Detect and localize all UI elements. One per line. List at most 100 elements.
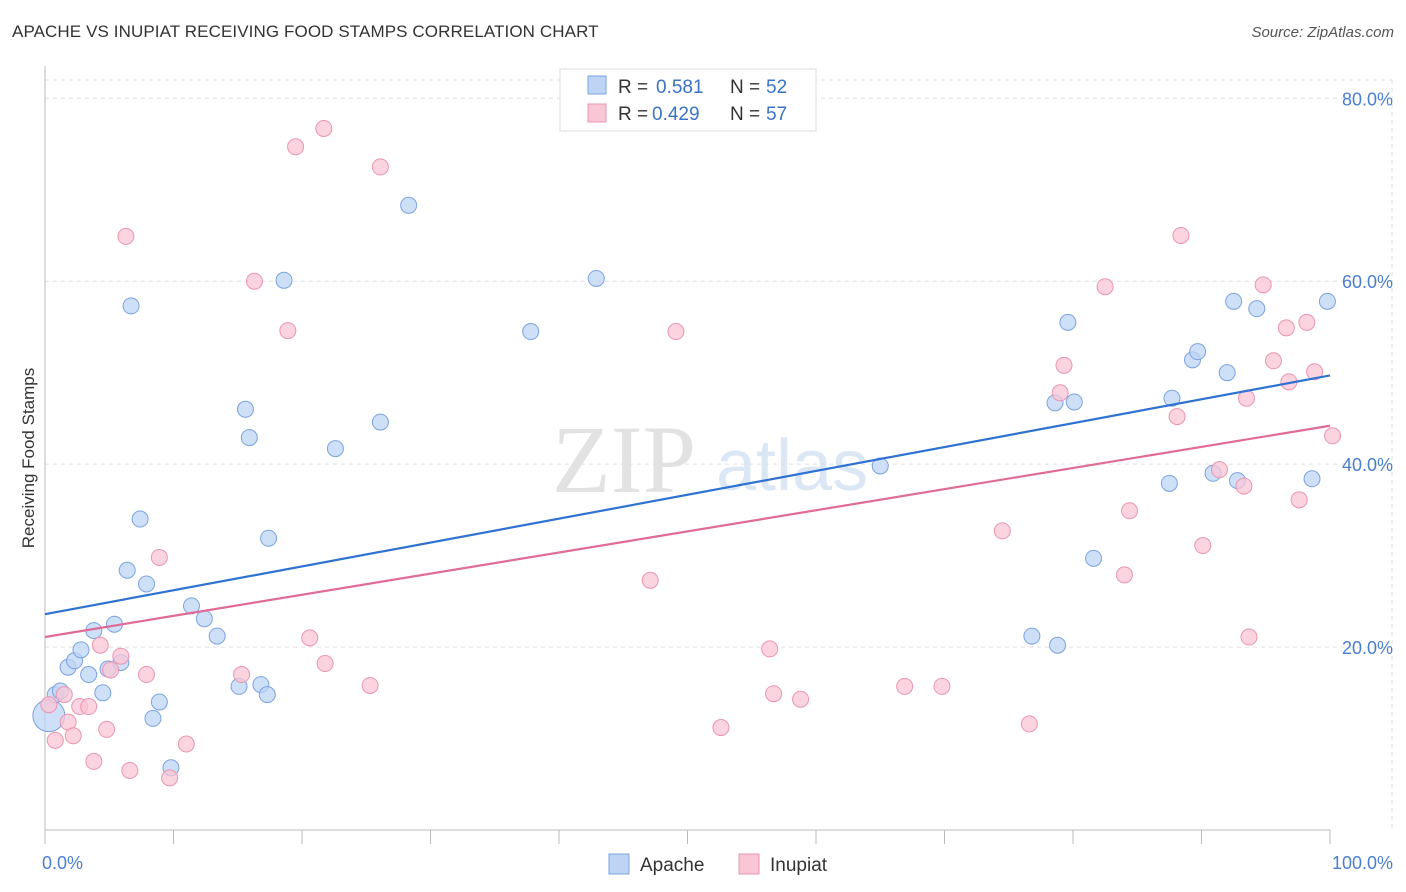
inupiat-point (46, 731, 64, 749)
apache-point (236, 400, 254, 418)
y-tick-label: 60.0% (1342, 272, 1393, 292)
apache-point (587, 269, 605, 287)
apache-point (1318, 292, 1336, 310)
y-tick-label: 20.0% (1342, 638, 1393, 658)
apache-point (1059, 313, 1077, 331)
inupiat-point (1264, 352, 1282, 370)
apache-point (1225, 292, 1243, 310)
apache-point (371, 413, 389, 431)
inupiat-point (361, 676, 379, 694)
inupiat-point (1051, 384, 1069, 402)
inupiat-point (1210, 461, 1228, 479)
apache-point (208, 627, 226, 645)
inupiat-point (287, 138, 305, 156)
apache-point (1189, 343, 1207, 361)
inupiat-point (55, 686, 73, 704)
inupiat-point (1254, 276, 1272, 294)
inupiat-point (316, 655, 334, 673)
inupiat-point (1194, 537, 1212, 555)
inupiat-point (993, 522, 1011, 540)
inupiat-trend-line (44, 424, 1331, 639)
series-legend: Apache Inupiat (608, 853, 828, 876)
inupiat-point (765, 685, 783, 703)
apache-r-value: 0.581 (656, 77, 704, 98)
inupiat-point (1020, 715, 1038, 733)
inupiat-point (1096, 278, 1114, 296)
apache-trend-line (44, 374, 1331, 616)
inupiat-point (102, 661, 120, 679)
inupiat-point (91, 636, 109, 654)
inupiat-point (150, 548, 168, 566)
apache-point (195, 610, 213, 628)
inupiat-point (1055, 356, 1073, 374)
inupiat-point (896, 677, 914, 695)
apache-n-label: N = (730, 77, 760, 98)
apache-point (1023, 627, 1041, 645)
inupiat-point (80, 698, 98, 716)
apache-point (138, 575, 156, 593)
apache-point (326, 440, 344, 458)
apache-point (1248, 300, 1266, 318)
inupiat-point (1240, 628, 1258, 646)
inupiat-point (371, 158, 389, 176)
apache-point (80, 666, 98, 684)
apache-point (1049, 636, 1067, 654)
apache-point (400, 196, 418, 214)
inupiat-point (117, 227, 135, 245)
inupiat-point (761, 640, 779, 658)
x-tick-label-min: 0.0% (42, 853, 83, 873)
inupiat-point (792, 690, 810, 708)
apache-point (1065, 393, 1083, 411)
inupiat-point (641, 571, 659, 589)
inupiat-point (85, 752, 103, 770)
inupiat-point (301, 629, 319, 647)
inupiat-point (245, 272, 263, 290)
tick-labels: 20.0% 40.0% 60.0% 80.0% 0.0% 100.0% (42, 89, 1393, 873)
apache-point (258, 686, 276, 704)
apache-point (260, 529, 278, 547)
apache-point (122, 297, 140, 315)
apache-point (94, 684, 112, 702)
apache-point (522, 323, 540, 341)
inupiat-point (279, 322, 297, 340)
y-axis-title: Receiving Food Stamps (19, 368, 38, 548)
inupiat-point (1115, 566, 1133, 584)
inupiat-n-value: 57 (766, 104, 787, 125)
apache-series-swatch (608, 853, 630, 875)
inupiat-point (64, 727, 82, 745)
inupiat-point (1324, 427, 1342, 445)
inupiat-series-label: Inupiat (770, 855, 828, 876)
apache-point (72, 641, 90, 659)
apache-point (150, 693, 168, 711)
apache-point (131, 510, 149, 528)
inupiat-point (933, 677, 951, 695)
apache-series-label: Apache (640, 855, 704, 876)
inupiat-point (138, 666, 156, 684)
apache-point (144, 709, 162, 727)
inupiat-points (40, 119, 1342, 787)
y-tick-label: 80.0% (1342, 89, 1393, 109)
inupiat-point (161, 769, 179, 787)
source-credit: Source: ZipAtlas.com (1251, 24, 1394, 41)
inupiat-n-label: N = (730, 104, 760, 125)
inupiat-point (1235, 477, 1253, 495)
inupiat-point (1277, 319, 1295, 337)
apache-point (1085, 549, 1103, 567)
inupiat-point (1168, 408, 1186, 426)
apache-r-label: R = (618, 77, 648, 98)
stats-legend: R = 0.581 N = 52 R = 0.429 N = 57 (559, 68, 817, 132)
apache-legend-swatch (587, 75, 607, 95)
apache-point (1160, 474, 1178, 492)
inupiat-point (1172, 226, 1190, 244)
x-tick-label-max: 100.0% (1332, 853, 1393, 873)
inupiat-point (1298, 313, 1316, 331)
apache-point (1303, 470, 1321, 488)
apache-n-value: 52 (766, 77, 787, 98)
apache-point (118, 561, 136, 579)
inupiat-point (712, 719, 730, 737)
inupiat-point (233, 666, 251, 684)
apache-point (240, 429, 258, 447)
inupiat-point (1121, 502, 1139, 520)
inupiat-series-swatch (738, 853, 760, 875)
